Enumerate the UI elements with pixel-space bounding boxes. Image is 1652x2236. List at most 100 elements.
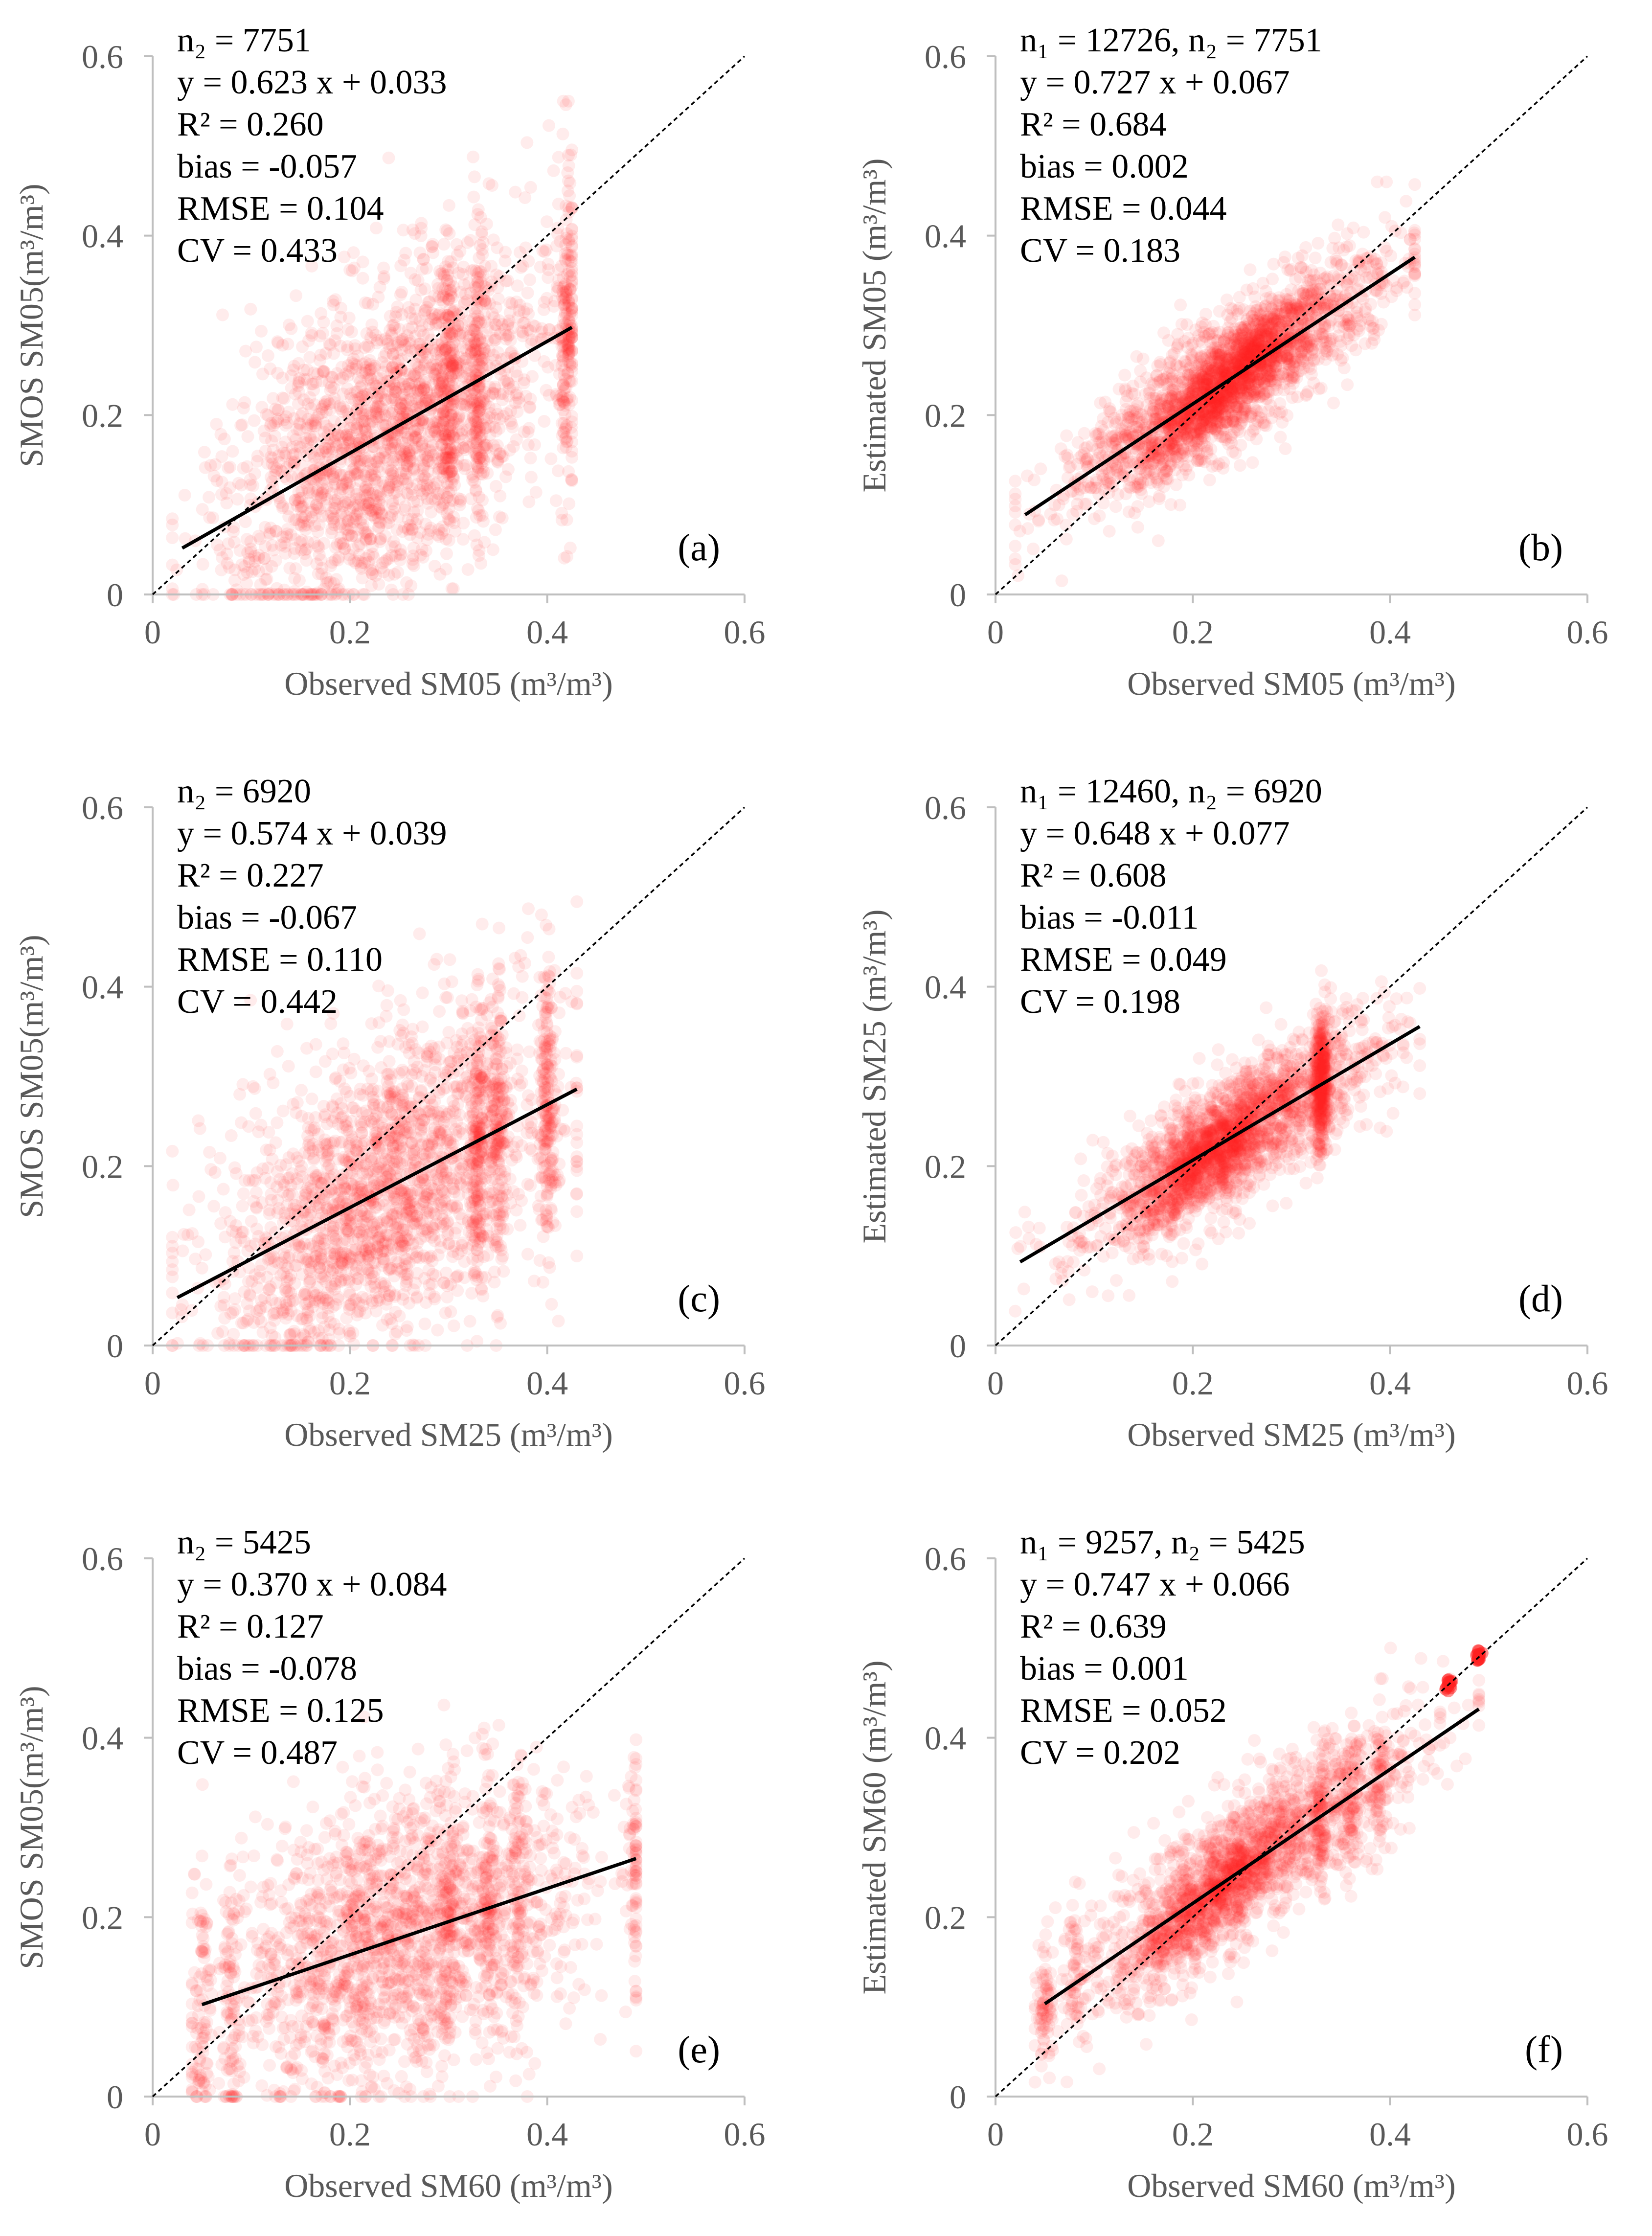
data-point bbox=[392, 354, 405, 367]
data-point bbox=[341, 340, 354, 353]
data-point bbox=[288, 542, 301, 555]
data-point bbox=[411, 531, 424, 544]
data-point bbox=[1233, 291, 1246, 304]
data-point bbox=[469, 483, 482, 497]
data-point bbox=[400, 466, 413, 479]
data-point bbox=[1213, 305, 1226, 318]
data-point bbox=[403, 337, 416, 350]
data-point bbox=[431, 452, 444, 465]
x-axis-title: Observed SM05 (m³/m³) bbox=[284, 665, 613, 702]
data-point bbox=[305, 326, 318, 340]
data-point bbox=[518, 317, 531, 330]
data-point bbox=[249, 356, 262, 369]
data-point bbox=[399, 406, 412, 419]
data-point bbox=[1380, 175, 1393, 188]
data-point bbox=[344, 455, 357, 468]
data-point bbox=[420, 393, 433, 406]
data-point bbox=[522, 307, 535, 320]
data-point bbox=[453, 357, 466, 370]
data-point bbox=[394, 397, 407, 410]
data-point bbox=[354, 560, 367, 573]
data-point bbox=[516, 329, 529, 342]
data-point bbox=[343, 388, 357, 400]
data-point bbox=[464, 401, 477, 414]
data-point bbox=[540, 215, 553, 228]
data-point bbox=[395, 286, 408, 298]
data-point bbox=[557, 385, 570, 398]
data-point bbox=[477, 294, 491, 307]
data-point bbox=[470, 327, 483, 340]
data-point bbox=[364, 469, 377, 482]
data-point bbox=[282, 406, 295, 419]
data-point bbox=[491, 241, 504, 254]
data-point bbox=[272, 449, 285, 462]
data-point bbox=[345, 529, 358, 543]
data-point bbox=[232, 477, 245, 490]
data-point bbox=[396, 408, 409, 421]
data-point bbox=[409, 294, 423, 307]
data-point bbox=[347, 418, 361, 431]
data-point bbox=[477, 352, 490, 365]
data-point bbox=[239, 515, 252, 528]
data-point bbox=[226, 445, 239, 458]
data-point bbox=[504, 414, 517, 428]
data-point bbox=[443, 311, 456, 324]
data-point bbox=[483, 411, 496, 424]
data-point bbox=[432, 530, 446, 543]
data-point bbox=[487, 348, 500, 362]
data-point bbox=[447, 582, 460, 595]
data-point bbox=[399, 500, 412, 513]
data-point bbox=[556, 285, 569, 298]
data-point bbox=[383, 406, 396, 418]
data-point bbox=[564, 283, 577, 296]
data-point bbox=[355, 379, 368, 392]
data-point bbox=[341, 323, 355, 336]
data-point bbox=[522, 422, 536, 435]
data-point bbox=[496, 393, 509, 406]
data-point bbox=[517, 326, 529, 339]
data-point bbox=[277, 413, 291, 427]
data-point bbox=[356, 272, 369, 285]
data-point bbox=[1119, 395, 1132, 408]
data-point bbox=[464, 417, 477, 430]
data-point bbox=[406, 489, 419, 502]
data-point bbox=[549, 494, 563, 507]
data-point bbox=[524, 181, 537, 194]
data-point bbox=[315, 307, 328, 320]
data-point bbox=[376, 419, 389, 432]
data-point bbox=[458, 296, 471, 309]
data-point bbox=[408, 273, 422, 286]
data-point bbox=[343, 494, 357, 507]
data-point bbox=[1246, 456, 1259, 469]
data-point bbox=[351, 417, 364, 431]
data-point bbox=[421, 492, 434, 505]
data-point bbox=[465, 346, 478, 359]
data-point bbox=[459, 287, 472, 300]
data-point bbox=[386, 435, 399, 448]
data-point bbox=[437, 384, 451, 397]
data-point bbox=[359, 470, 372, 483]
data-point bbox=[437, 524, 451, 537]
data-point bbox=[416, 454, 429, 467]
data-point bbox=[555, 359, 568, 372]
data-point bbox=[431, 476, 444, 489]
data-point bbox=[316, 562, 329, 575]
data-point bbox=[486, 543, 499, 556]
data-point bbox=[224, 460, 237, 474]
data-point bbox=[467, 402, 480, 415]
data-point bbox=[477, 392, 490, 406]
data-point bbox=[345, 325, 358, 339]
data-point bbox=[305, 446, 318, 459]
data-point bbox=[1161, 473, 1175, 486]
data-point bbox=[1327, 396, 1340, 410]
data-point bbox=[419, 471, 432, 484]
data-point bbox=[437, 308, 450, 321]
data-point bbox=[460, 398, 473, 411]
data-point bbox=[335, 468, 348, 481]
data-point bbox=[446, 398, 459, 411]
data-point bbox=[325, 526, 338, 539]
data-point bbox=[1313, 382, 1325, 395]
stat-line: RMSE = 0.104 bbox=[177, 190, 384, 228]
data-point bbox=[220, 487, 233, 500]
data-point bbox=[319, 347, 332, 360]
